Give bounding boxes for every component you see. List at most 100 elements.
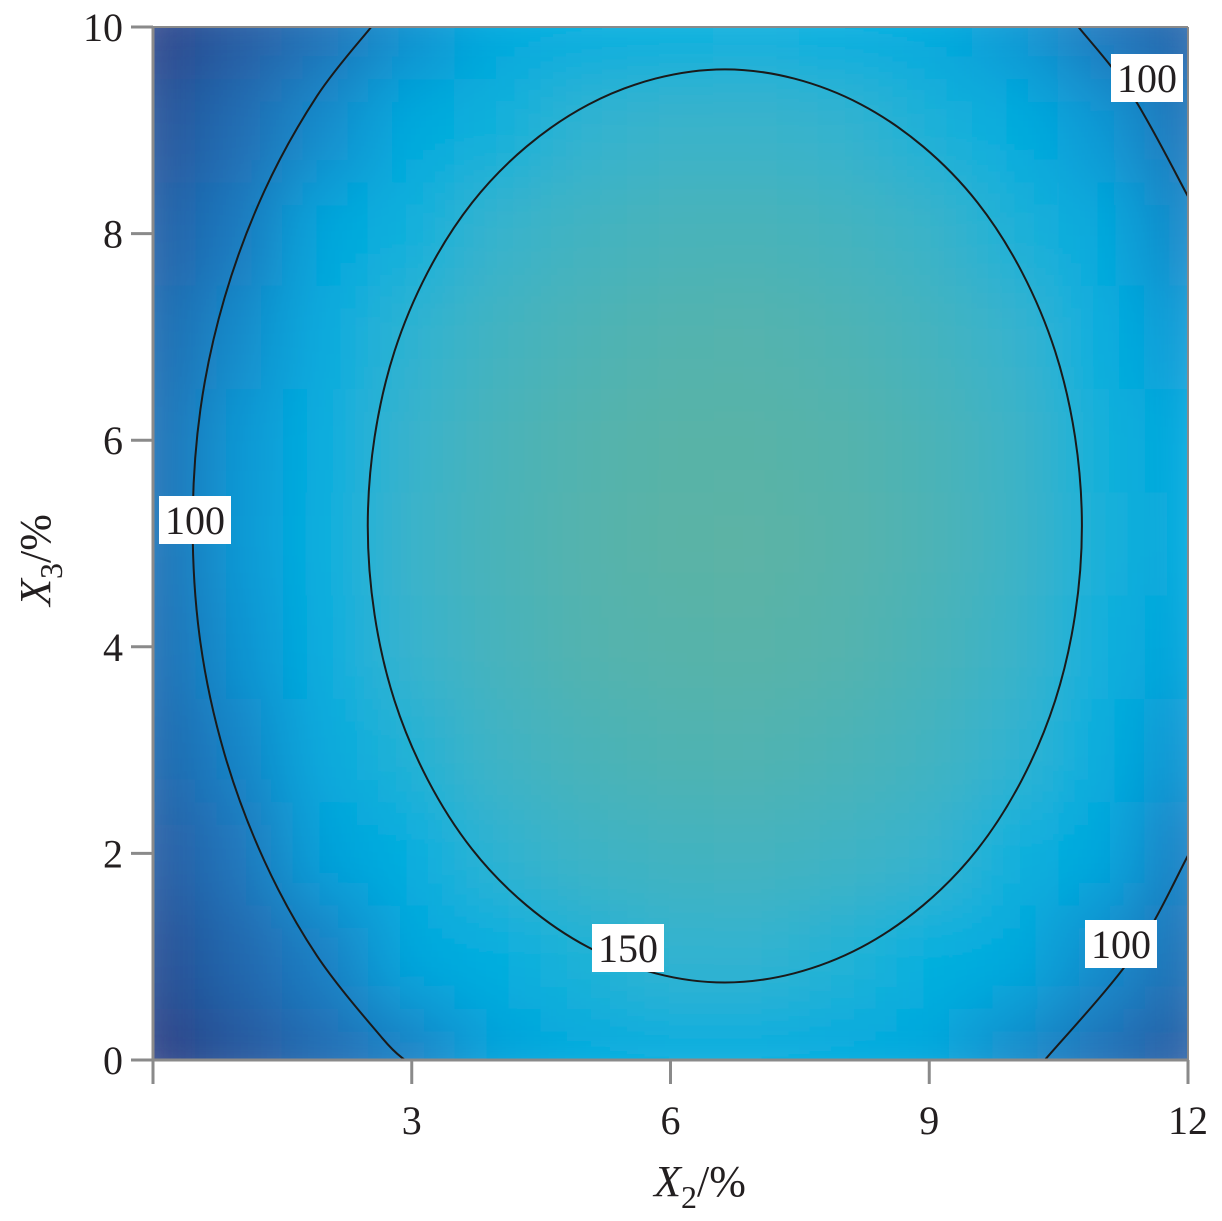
heat-cell: [885, 284, 973, 390]
heat-cell: [1144, 697, 1188, 803]
heat-cell: [713, 181, 801, 286]
heat-cell: [540, 78, 628, 183]
y-tick-label: 6: [103, 418, 123, 463]
heat-cell: [281, 27, 370, 80]
heat-cell: [713, 801, 801, 906]
heat-cell: [1144, 181, 1188, 286]
heat-cell: [626, 697, 715, 803]
heat-cell: [368, 27, 456, 80]
heat-cell: [368, 388, 456, 493]
y-label-symbol: X: [11, 577, 60, 608]
heat-cell: [799, 1007, 887, 1060]
contour-label: 100: [1091, 922, 1151, 967]
heat-cell: [454, 78, 542, 183]
axes: 3 6 9 12 0 2 4 6 8 10: [83, 5, 1208, 1143]
contour-label: 100: [165, 498, 225, 543]
heat-cell: [1144, 388, 1188, 493]
heat-cell: [368, 594, 456, 699]
heat-cell: [281, 697, 370, 803]
heat-cell: [281, 388, 370, 493]
heat-cell: [713, 904, 801, 1009]
heat-cell: [799, 697, 887, 803]
heat-cell: [626, 78, 715, 183]
contour-label-box: [592, 924, 664, 972]
heatmap-clip: [153, 27, 1188, 1060]
heat-cell: [799, 78, 887, 183]
heat-cell: [971, 491, 1060, 596]
x-tick-label: 12: [1168, 1098, 1208, 1143]
y-label-unit: /%: [11, 514, 60, 563]
heat-cell: [971, 284, 1060, 390]
heat-cell: [885, 801, 973, 906]
heat-cell: [153, 904, 197, 1009]
heat-cell: [1144, 284, 1188, 390]
heat-cell: [626, 388, 715, 493]
heat-cell: [971, 27, 1060, 80]
contour-label: 150: [598, 926, 658, 971]
heat-cell: [1058, 284, 1146, 390]
contour-label-box: [1111, 54, 1183, 102]
heat-cell: [540, 388, 628, 493]
heat-cell: [540, 491, 628, 596]
heat-cell: [540, 284, 628, 390]
heat-cell: [885, 594, 973, 699]
heat-cell: [713, 284, 801, 390]
y-tick-label: 0: [103, 1038, 123, 1083]
x-tick-label: 3: [402, 1098, 422, 1143]
heat-cell: [454, 801, 542, 906]
heat-cell: [799, 388, 887, 493]
heat-cell: [1144, 594, 1188, 699]
heat-cell: [1058, 388, 1146, 493]
heat-cell: [713, 697, 801, 803]
heat-cell: [799, 801, 887, 906]
heat-cell: [540, 594, 628, 699]
heat-cell: [281, 801, 370, 906]
heat-cell: [454, 1007, 542, 1060]
y-tick-label: 2: [103, 831, 123, 876]
heat-cell: [368, 491, 456, 596]
heat-cell: [971, 594, 1060, 699]
heat-cell: [195, 27, 283, 80]
contour-line: [366, 68, 1083, 984]
heat-cell: [540, 181, 628, 286]
heat-cell: [971, 388, 1060, 493]
heat-cell: [971, 801, 1060, 906]
heat-cell: [454, 388, 542, 493]
heat-cell: [885, 491, 973, 596]
heat-cell: [195, 801, 283, 906]
heat-cell: [195, 388, 283, 493]
heat-cell: [799, 491, 887, 596]
heat-cell: [454, 284, 542, 390]
heat-cell: [1144, 1007, 1188, 1060]
heat-cell: [1058, 491, 1146, 596]
heat-cell: [885, 27, 973, 80]
heat-cell: [1058, 1007, 1146, 1060]
heat-cell: [454, 697, 542, 803]
heatmap: [153, 27, 1188, 1060]
contour-labels: 100 100 100 150: [159, 54, 1183, 972]
heat-cell: [153, 1007, 197, 1060]
heat-cell: [799, 594, 887, 699]
heat-cell: [885, 78, 973, 183]
heat-cell: [153, 801, 197, 906]
heat-cell: [195, 697, 283, 803]
heat-cell: [626, 491, 715, 596]
y-tick-label: 8: [103, 212, 123, 257]
heat-cell: [713, 1007, 801, 1060]
y-tick-label: 4: [103, 625, 123, 670]
heat-cell: [281, 181, 370, 286]
heat-cell: [454, 491, 542, 596]
heat-cell: [626, 1007, 715, 1060]
heat-cell: [799, 181, 887, 286]
heat-cell: [1058, 594, 1146, 699]
heat-cell: [885, 388, 973, 493]
heat-cell: [799, 27, 887, 80]
heat-cell: [368, 181, 456, 286]
x-label-subscript: 2: [681, 1179, 697, 1215]
heat-cell: [540, 27, 628, 80]
heat-cell: [971, 697, 1060, 803]
heat-cell: [799, 284, 887, 390]
heat-cell: [626, 27, 715, 80]
heat-cell: [368, 697, 456, 803]
